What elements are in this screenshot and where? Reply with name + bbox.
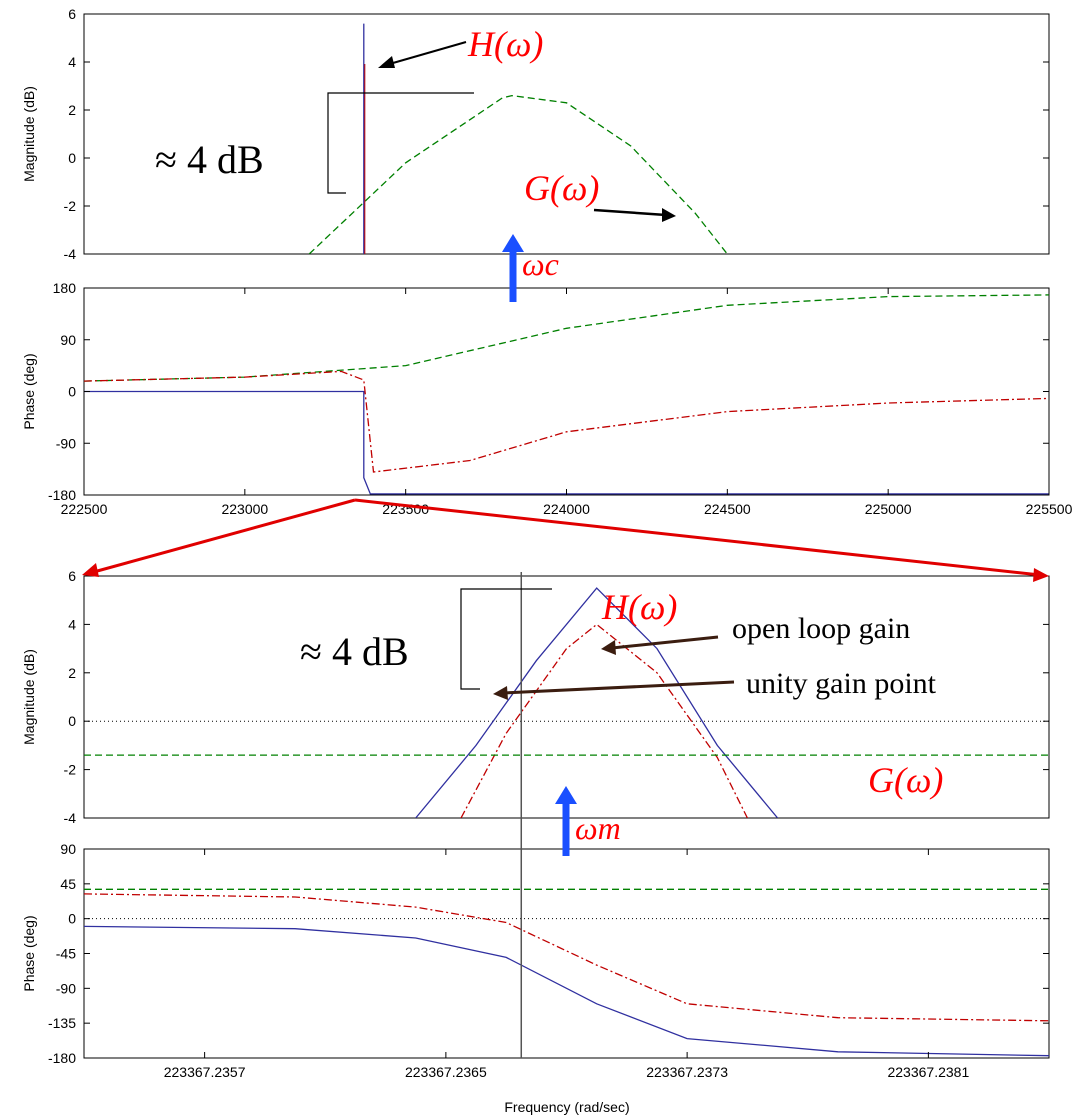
h-pointer-arrowhead-top bbox=[378, 56, 395, 68]
delta-bracket-bottom bbox=[460, 588, 552, 690]
y-tick-label: -180 bbox=[48, 487, 76, 503]
omega-c-arrowhead bbox=[502, 234, 524, 252]
delta-label-bottom: ≈ 4 dB bbox=[300, 629, 409, 674]
y-tick-label: 6 bbox=[68, 568, 76, 584]
series-line-top-phase-2 bbox=[84, 370, 1049, 473]
unity-gain-label: unity gain point bbox=[746, 667, 937, 700]
h-pointer-arrow-top bbox=[385, 41, 467, 66]
omega-m-arrowhead bbox=[555, 786, 577, 804]
y-axis-label: Phase (deg) bbox=[21, 353, 37, 429]
series-line-top-magnitude-1 bbox=[308, 94, 728, 254]
y-axis-label: Magnitude (dB) bbox=[21, 649, 37, 745]
y-tick-label: 0 bbox=[68, 150, 76, 166]
y-tick-label: -4 bbox=[64, 810, 77, 826]
zoom-arrowhead-right bbox=[1033, 568, 1049, 582]
open-loop-arrowhead bbox=[601, 640, 616, 655]
y-axis-label: Magnitude (dB) bbox=[21, 86, 37, 182]
h-omega-label-top: H(ω) bbox=[467, 24, 543, 64]
y-tick-label: 180 bbox=[53, 280, 77, 296]
y-tick-label: 2 bbox=[68, 102, 76, 118]
y-tick-label: 0 bbox=[68, 713, 76, 729]
x-tick-label: 222500 bbox=[61, 501, 108, 517]
x-tick-label: 225000 bbox=[865, 501, 912, 517]
x-tick-label: 223367.2381 bbox=[887, 1064, 969, 1080]
x-tick-label: 224000 bbox=[543, 501, 590, 517]
unity-gain-arrow bbox=[503, 680, 735, 695]
zoom-line-left bbox=[89, 498, 356, 575]
series-line-bottom-phase-1 bbox=[84, 893, 1049, 1022]
open-loop-arrow bbox=[611, 635, 719, 650]
unity-gain-arrowhead bbox=[493, 686, 508, 700]
x-tick-label: 223367.2357 bbox=[164, 1064, 246, 1080]
omega-m-label: ωm bbox=[575, 810, 621, 846]
zoom-line-right bbox=[354, 498, 1041, 577]
y-tick-label: -4 bbox=[64, 246, 77, 262]
series-line-bottom-magnitude-0 bbox=[415, 587, 779, 818]
open-loop-gain-label: open loop gain bbox=[732, 612, 910, 645]
y-tick-label: 6 bbox=[68, 6, 76, 22]
plot-frame-bottom-magnitude bbox=[83, 575, 1050, 819]
series-line-bottom-phase-0 bbox=[84, 925, 1049, 1057]
y-tick-label: 4 bbox=[68, 616, 76, 632]
series-line-bottom-magnitude-1 bbox=[460, 623, 748, 818]
y-axis-label: Phase (deg) bbox=[21, 915, 37, 991]
g-pointer-arrowhead-top bbox=[662, 208, 676, 222]
omega-c-label: ωc bbox=[522, 246, 559, 282]
y-tick-label: -2 bbox=[64, 762, 77, 778]
x-tick-label: 225500 bbox=[1026, 501, 1073, 517]
x-tick-label: 223000 bbox=[221, 501, 268, 517]
x-tick-label: 223367.2365 bbox=[405, 1064, 487, 1080]
series-line-top-phase-0 bbox=[84, 390, 1049, 495]
delta-label-top: ≈ 4 dB bbox=[155, 137, 264, 182]
g-pointer-arrow-top bbox=[593, 208, 667, 217]
x-tick-label: 224500 bbox=[704, 501, 751, 517]
x-axis-label: Frequency (rad/sec) bbox=[504, 1099, 629, 1115]
x-tick-label: 223367.2373 bbox=[646, 1064, 728, 1080]
y-tick-label: -90 bbox=[56, 980, 76, 996]
zoom-arrowhead-left bbox=[82, 563, 99, 577]
delta-bracket-top bbox=[327, 92, 474, 194]
y-tick-label: 4 bbox=[68, 54, 76, 70]
y-tick-label: 2 bbox=[68, 665, 76, 681]
g-omega-label-bottom: G(ω) bbox=[868, 760, 943, 800]
plot-frame-top-magnitude bbox=[83, 13, 1050, 255]
y-tick-label: 45 bbox=[60, 876, 76, 892]
g-omega-label-top: G(ω) bbox=[524, 168, 599, 208]
y-tick-label: 0 bbox=[68, 911, 76, 927]
y-tick-label: 90 bbox=[60, 841, 76, 857]
y-tick-label: -45 bbox=[56, 946, 76, 962]
y-tick-label: -2 bbox=[64, 198, 77, 214]
y-tick-label: -135 bbox=[48, 1015, 76, 1031]
y-tick-label: -180 bbox=[48, 1050, 76, 1066]
plot-frame-bottom-phase bbox=[83, 848, 1050, 1059]
y-tick-label: 0 bbox=[68, 384, 76, 400]
y-tick-label: -90 bbox=[56, 435, 76, 451]
y-tick-label: 90 bbox=[60, 332, 76, 348]
h-omega-label-bottom: H(ω) bbox=[601, 587, 677, 627]
